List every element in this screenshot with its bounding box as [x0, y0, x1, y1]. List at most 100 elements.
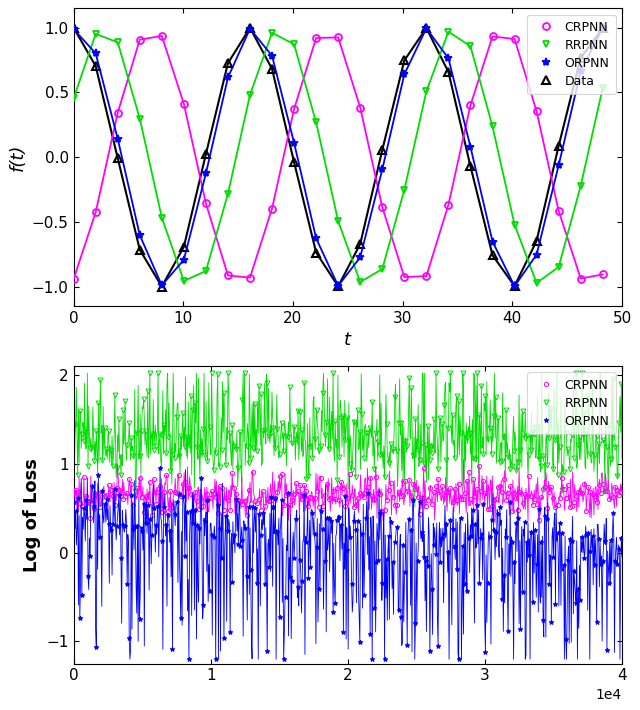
ORPNN — [599, 23, 607, 32]
CRPNN — [422, 272, 430, 280]
Data — [70, 23, 77, 32]
Data — [599, 24, 607, 33]
ORPNN — [312, 234, 320, 243]
ORPNN — [334, 282, 342, 290]
ORPNN — [185, 655, 193, 663]
RRPNN — [284, 432, 292, 441]
CRPNN — [378, 203, 386, 212]
CRPNN — [476, 462, 483, 470]
Legend: CRPNN, RRPNN, ORPNN: CRPNN, RRPNN, ORPNN — [527, 372, 616, 434]
ORPNN — [158, 281, 166, 290]
ORPNN — [543, 514, 551, 523]
ORPNN — [202, 169, 210, 178]
RRPNN — [543, 461, 551, 469]
RRPNN — [183, 432, 191, 441]
RRPNN — [511, 221, 518, 229]
CRPNN — [511, 35, 518, 43]
CRPNN — [179, 480, 187, 488]
Y-axis label: Log of Loss: Log of Loss — [23, 458, 41, 572]
CRPNN — [82, 491, 90, 500]
ORPNN — [268, 52, 276, 60]
ORPNN — [70, 25, 77, 33]
ORPNN — [577, 67, 584, 75]
ORPNN — [224, 73, 232, 82]
Y-axis label: f(t): f(t) — [8, 143, 26, 171]
Data — [511, 282, 518, 290]
Line: ORPNN: ORPNN — [71, 466, 624, 662]
CRPNN — [158, 32, 166, 40]
RRPNN — [70, 421, 77, 430]
ORPNN — [467, 143, 474, 151]
CRPNN — [291, 105, 298, 114]
RRPNN — [246, 91, 254, 99]
CRPNN — [114, 109, 122, 117]
ORPNN — [356, 253, 364, 261]
CRPNN — [92, 208, 99, 217]
RRPNN — [334, 217, 342, 226]
ORPNN — [114, 135, 122, 143]
CRPNN — [70, 275, 77, 283]
Data — [445, 67, 452, 76]
Data — [555, 142, 563, 151]
Data — [532, 236, 540, 245]
Data — [114, 154, 122, 163]
CRPNN — [489, 32, 497, 40]
CRPNN — [577, 274, 584, 283]
RRPNN — [291, 40, 298, 48]
RRPNN — [422, 87, 430, 96]
ORPNN — [82, 496, 90, 504]
ORPNN — [284, 488, 292, 497]
RRPNN — [378, 265, 386, 273]
RRPNN — [136, 114, 143, 123]
RRPNN — [158, 214, 166, 222]
Data — [334, 282, 342, 290]
Data — [268, 65, 276, 73]
RRPNN — [618, 379, 625, 388]
RRPNN — [577, 182, 584, 190]
ORPNN — [95, 471, 102, 479]
Data — [401, 56, 408, 65]
Line: Data: Data — [70, 23, 607, 290]
RRPNN — [202, 267, 210, 275]
Data — [312, 248, 320, 257]
ORPNN — [378, 165, 386, 174]
CRPNN — [202, 199, 210, 207]
RRPNN — [312, 119, 320, 127]
ORPNN — [180, 256, 188, 264]
CRPNN — [180, 99, 188, 108]
CRPNN — [555, 207, 563, 215]
Data — [202, 150, 210, 158]
ORPNN — [246, 24, 254, 33]
RRPNN — [356, 278, 364, 286]
RRPNN — [436, 414, 444, 422]
RRPNN — [180, 277, 188, 285]
ORPNN — [422, 24, 430, 33]
ORPNN — [532, 251, 540, 259]
Line: ORPNN: ORPNN — [70, 23, 607, 290]
RRPNN — [70, 94, 77, 103]
ORPNN — [291, 138, 298, 147]
CRPNN — [543, 504, 551, 513]
Line: CRPNN: CRPNN — [72, 464, 623, 523]
RRPNN — [82, 425, 90, 433]
Data — [136, 246, 143, 254]
CRPNN — [95, 488, 102, 497]
Line: RRPNN: RRPNN — [70, 28, 606, 287]
ORPNN — [156, 464, 164, 473]
CRPNN — [280, 501, 287, 509]
RRPNN — [489, 122, 497, 131]
Data — [92, 62, 99, 70]
RRPNN — [114, 38, 122, 47]
CRPNN — [312, 33, 320, 42]
RRPNN — [599, 84, 607, 92]
RRPNN — [92, 30, 99, 38]
RRPNN — [146, 369, 154, 378]
ORPNN — [436, 557, 444, 566]
RRPNN — [224, 190, 232, 198]
ORPNN — [511, 282, 518, 290]
Data — [246, 23, 254, 32]
Data — [356, 239, 364, 248]
ORPNN — [401, 70, 408, 79]
ORPNN — [445, 54, 452, 62]
ORPNN — [181, 552, 189, 561]
